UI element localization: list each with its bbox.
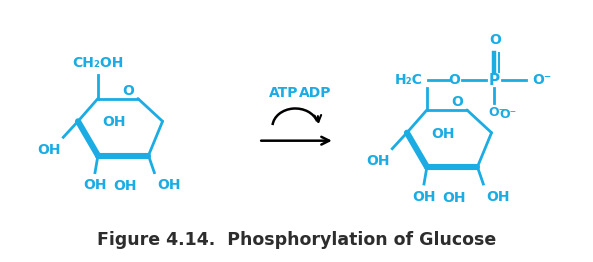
Text: OH: OH	[37, 143, 60, 157]
Text: O⁻: O⁻	[499, 108, 517, 121]
Text: O: O	[448, 73, 460, 87]
Text: O: O	[490, 33, 502, 47]
Text: OH: OH	[412, 190, 436, 204]
Text: OH: OH	[103, 116, 126, 129]
Text: H₂C: H₂C	[394, 73, 422, 87]
Text: O⁻: O⁻	[533, 73, 552, 87]
Text: O⁻: O⁻	[488, 106, 505, 119]
Text: OH: OH	[432, 127, 455, 141]
Text: ATP: ATP	[269, 86, 298, 100]
Text: OH: OH	[442, 191, 466, 205]
Text: CH₂OH: CH₂OH	[72, 56, 123, 70]
Text: OH: OH	[83, 178, 107, 192]
Text: O: O	[123, 84, 135, 98]
Text: OH: OH	[113, 179, 137, 193]
Text: OH: OH	[157, 178, 181, 192]
Text: OH: OH	[366, 154, 390, 168]
Text: P: P	[489, 73, 500, 88]
Text: O: O	[451, 95, 463, 109]
Text: Figure 4.14.  Phosphorylation of Glucose: Figure 4.14. Phosphorylation of Glucose	[97, 231, 496, 249]
Text: ADP: ADP	[299, 86, 331, 100]
Text: OH: OH	[486, 190, 510, 204]
